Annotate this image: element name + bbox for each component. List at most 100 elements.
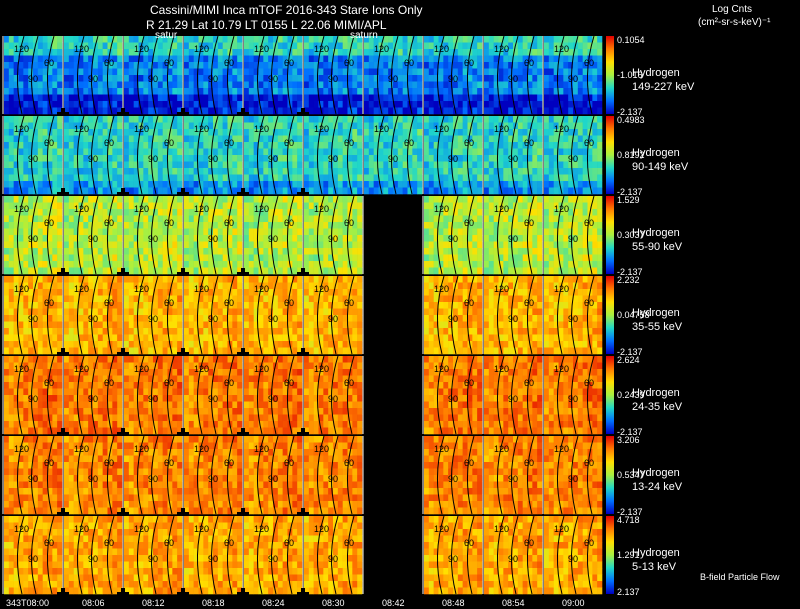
heat-cell bbox=[23, 142, 29, 149]
heat-cell bbox=[373, 36, 379, 43]
heat-cell bbox=[57, 187, 63, 195]
heat-cell bbox=[433, 235, 439, 242]
heat-cell bbox=[498, 148, 504, 156]
heat-cell bbox=[498, 68, 504, 76]
heat-cell bbox=[237, 276, 243, 283]
heat-cell bbox=[73, 248, 79, 255]
heat-cell bbox=[143, 161, 149, 169]
heat-cell bbox=[498, 228, 504, 236]
heat-cell bbox=[297, 122, 303, 130]
heat-cell bbox=[537, 122, 543, 130]
heat-cell bbox=[188, 276, 194, 283]
heat-cell bbox=[153, 81, 159, 89]
heat-cell bbox=[438, 254, 444, 262]
heat-cell bbox=[162, 181, 168, 188]
heat-cell bbox=[57, 228, 63, 236]
heat-cell bbox=[308, 241, 314, 249]
heat-cell bbox=[277, 235, 283, 242]
heat-cell bbox=[124, 202, 130, 210]
heat-cell bbox=[352, 129, 358, 136]
heat-cell bbox=[213, 148, 219, 156]
heat-cell bbox=[28, 209, 34, 216]
heat-cell bbox=[268, 116, 274, 123]
heat-cell bbox=[498, 196, 504, 203]
heat-cell bbox=[248, 228, 254, 236]
heat-cell bbox=[258, 135, 264, 143]
heat-cell bbox=[208, 215, 214, 223]
heat-cell bbox=[537, 62, 543, 69]
heat-cell bbox=[304, 42, 310, 50]
heat-cell bbox=[217, 334, 223, 342]
heat-cell bbox=[227, 68, 233, 76]
heat-cell bbox=[304, 181, 310, 188]
heat-cell bbox=[522, 209, 528, 216]
heat-cell bbox=[558, 196, 564, 203]
heat-cell bbox=[188, 181, 194, 188]
heat-cell bbox=[597, 122, 603, 130]
heat-cell bbox=[263, 36, 269, 43]
heat-cell bbox=[352, 267, 358, 275]
heat-cell bbox=[42, 36, 48, 43]
heat-cell bbox=[443, 248, 449, 255]
heat-cell bbox=[78, 241, 84, 249]
heat-cell bbox=[18, 168, 24, 175]
heat-cell bbox=[318, 248, 324, 255]
heat-cell bbox=[582, 202, 588, 210]
heat-cell bbox=[368, 68, 374, 76]
contour-label: 60 bbox=[104, 138, 114, 148]
heat-cell bbox=[337, 254, 343, 262]
heat-cell bbox=[73, 295, 79, 303]
contour-line bbox=[16, 275, 25, 355]
heat-cell bbox=[188, 155, 194, 162]
heat-cell bbox=[263, 187, 269, 195]
heat-cell bbox=[548, 215, 554, 223]
heat-cell bbox=[532, 116, 538, 123]
heat-cell bbox=[33, 55, 39, 63]
contour-label: 120 bbox=[74, 204, 89, 214]
heat-cell bbox=[522, 202, 528, 210]
heat-cell bbox=[124, 282, 130, 290]
heat-cell bbox=[124, 88, 130, 95]
heat-cell bbox=[18, 88, 24, 95]
heat-cell bbox=[568, 228, 574, 236]
heat-cell bbox=[78, 181, 84, 188]
heat-cell bbox=[277, 181, 283, 188]
heat-cell bbox=[323, 248, 329, 255]
heat-cell bbox=[397, 49, 403, 56]
heat-cell bbox=[558, 75, 564, 82]
heat-cell bbox=[198, 215, 204, 223]
heat-cell bbox=[453, 248, 459, 255]
heat-cell bbox=[477, 42, 483, 50]
heat-cell bbox=[248, 181, 254, 188]
heat-cell bbox=[292, 81, 298, 89]
heat-cell bbox=[477, 241, 483, 249]
heat-cell bbox=[172, 122, 178, 130]
heat-cell bbox=[424, 107, 430, 115]
heat-cell bbox=[527, 202, 533, 210]
heat-cell bbox=[352, 94, 358, 102]
heat-cell bbox=[508, 248, 514, 255]
heat-cell bbox=[227, 241, 233, 249]
heat-cell bbox=[47, 347, 53, 355]
heat-cell bbox=[597, 55, 603, 63]
heat-cell bbox=[83, 161, 89, 169]
heat-cell bbox=[248, 129, 254, 136]
heatmap-panel bbox=[424, 116, 483, 195]
heat-cell bbox=[313, 174, 319, 182]
heat-cell bbox=[153, 315, 159, 322]
heat-cell bbox=[517, 241, 523, 249]
heat-cell bbox=[313, 42, 319, 50]
heat-cell bbox=[568, 209, 574, 216]
heat-cell bbox=[177, 202, 183, 210]
heat-cell bbox=[117, 315, 123, 322]
heat-cell bbox=[532, 75, 538, 82]
heat-cell bbox=[513, 209, 519, 216]
heat-cell bbox=[128, 42, 134, 50]
heat-cell bbox=[357, 235, 363, 242]
heat-cell bbox=[364, 142, 370, 149]
heat-cell bbox=[263, 142, 269, 149]
heat-cell bbox=[18, 222, 24, 229]
contour-line bbox=[90, 195, 99, 275]
heat-cell bbox=[577, 241, 583, 249]
heat-cell bbox=[342, 101, 348, 108]
